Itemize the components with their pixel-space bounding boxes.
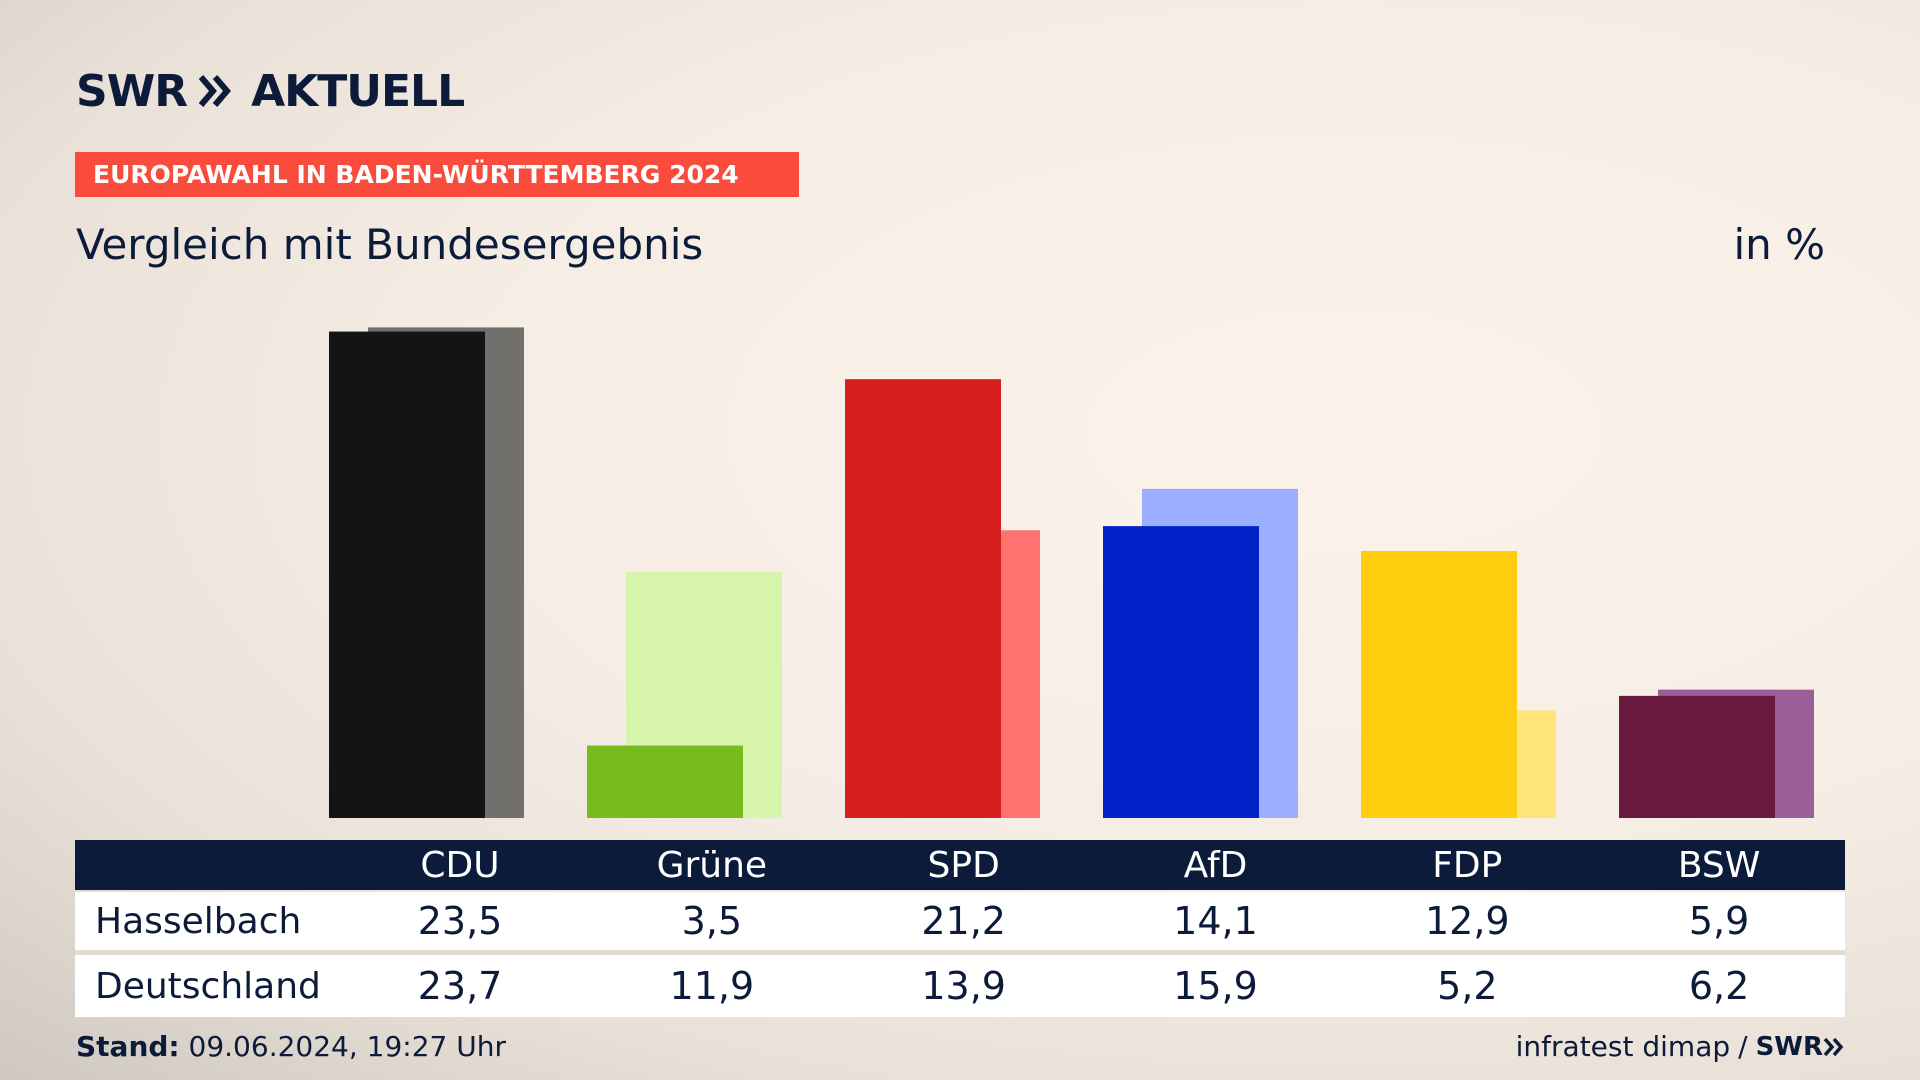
value-cell: 14,1	[1173, 899, 1258, 943]
double-chevron-icon	[1823, 1037, 1844, 1056]
value-cell: 23,5	[417, 899, 503, 943]
header-bsw: BSW	[1677, 844, 1761, 886]
bar-hasselbach-spd	[845, 379, 1001, 818]
table-row-deutschland: Deutschland 23,7 11,9 13,9 15,9 5,2 6,2	[75, 955, 1845, 1017]
bar-hasselbach-cdu	[329, 331, 485, 818]
swr-aktuell-logo: SWR AKTUELL	[76, 65, 465, 117]
table-row-hasselbach: Hasselbach 23,5 3,5 21,2 14,1 12,9 5,9	[75, 892, 1845, 955]
value-cell: 13,9	[921, 964, 1006, 1008]
value-cell: 6,2	[1688, 964, 1750, 1008]
stand-label: Stand:	[76, 1030, 180, 1063]
value-cell: 21,2	[921, 899, 1006, 943]
bar-hasselbach-afd	[1103, 526, 1259, 818]
headline-banner: EUROPAWAHL IN BADEN-WÜRTTEMBERG 2024	[75, 152, 799, 197]
double-chevron-icon	[197, 73, 233, 109]
chart-subtitle: Vergleich mit Bundesergebnis	[76, 220, 704, 269]
value-cell: 15,9	[1173, 964, 1258, 1008]
logo-swr-text: SWR	[76, 65, 188, 117]
stand-value: 09.06.2024, 19:27 Uhr	[188, 1030, 506, 1063]
value-cell: 11,9	[669, 964, 755, 1008]
results-table: CDU Grüne SPD AfD FDP BSW Hasselbach 23,…	[75, 840, 1845, 1017]
bar-hasselbach-bsw	[1619, 695, 1775, 818]
value-cell: 3,5	[681, 899, 743, 943]
header-cdu: CDU	[420, 844, 500, 886]
value-cell: 5,9	[1688, 899, 1750, 943]
source-brand-text: SWR	[1755, 1031, 1823, 1062]
source-brand: SWR	[1756, 1032, 1845, 1062]
unit-label: in %	[1733, 220, 1825, 269]
value-cell: 23,7	[417, 964, 503, 1008]
table-header-row: CDU Grüne SPD AfD FDP BSW	[75, 840, 1845, 890]
timestamp: Stand: 09.06.2024, 19:27 Uhr	[76, 1030, 506, 1063]
source-credit: infratest dimap / SWR	[1516, 1030, 1845, 1063]
value-cell: 5,2	[1437, 964, 1498, 1008]
header-afd: AfD	[1183, 844, 1248, 886]
header-fdp: FDP	[1432, 844, 1503, 886]
source-separator: /	[1738, 1030, 1748, 1063]
source-text: infratest dimap	[1515, 1030, 1731, 1063]
header-spd: SPD	[927, 844, 1000, 886]
bar-hasselbach-grüne	[587, 745, 743, 818]
row-label: Deutschland	[95, 965, 321, 1007]
value-cell: 12,9	[1424, 899, 1510, 943]
header-gruene: Grüne	[656, 844, 768, 886]
bar-chart	[329, 327, 1814, 818]
logo-aktuell-text: AKTUELL	[251, 65, 465, 117]
bar-hasselbach-fdp	[1361, 550, 1517, 818]
row-label: Hasselbach	[95, 900, 302, 942]
